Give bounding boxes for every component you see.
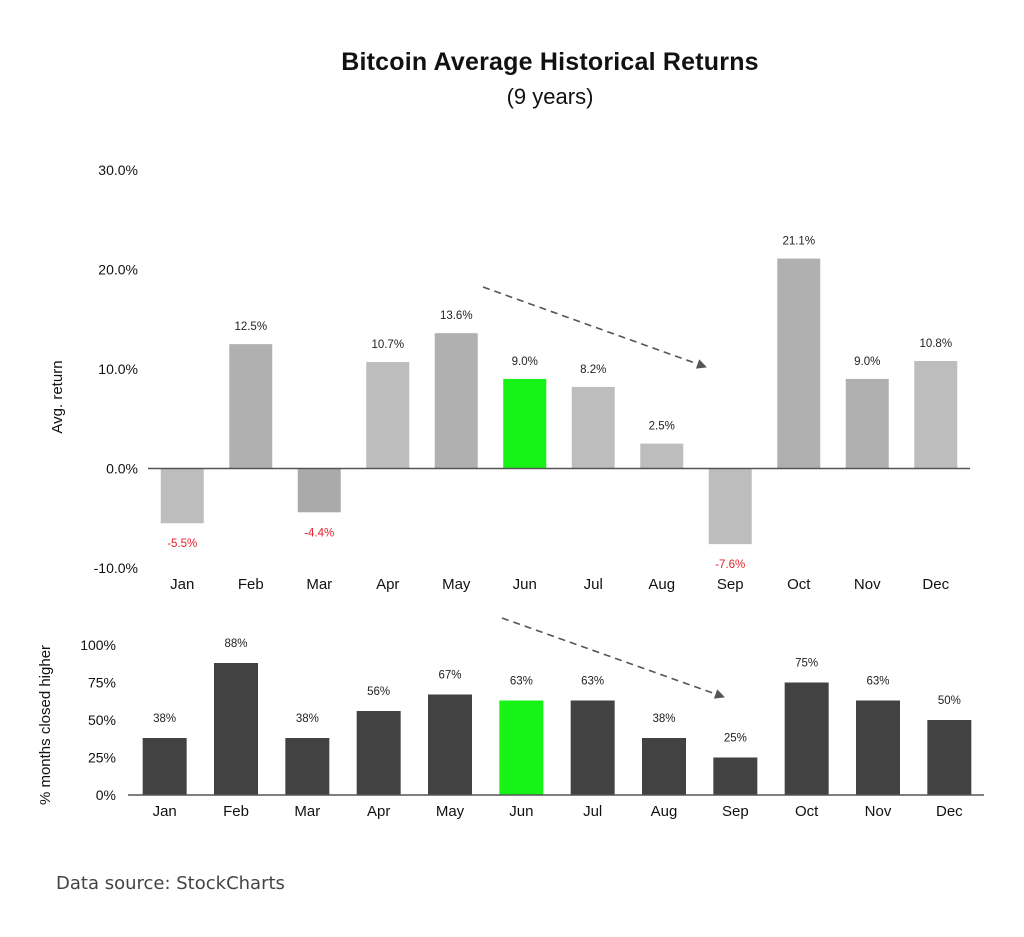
- bar-mar: [297, 468, 341, 513]
- data-label-dec: 50%: [938, 695, 961, 707]
- x-tick-label-aug: Aug: [648, 576, 675, 593]
- data-label-aug: 2.5%: [649, 421, 675, 433]
- data-label-aug: 38%: [652, 713, 675, 725]
- x-tick-label-apr: Apr: [376, 576, 399, 593]
- trend-arrow-top: [482, 286, 707, 369]
- bar-jul: [570, 700, 615, 795]
- x-tick-label-sep: Sep: [717, 576, 744, 593]
- ytick-label-0-0: 0.0%: [106, 461, 138, 477]
- x-tick-label-nov: Nov: [854, 576, 881, 593]
- ytick-label-10-0: 10.0%: [98, 361, 138, 377]
- data-label-jul: 8.2%: [580, 364, 606, 376]
- x-tick-label-oct: Oct: [787, 576, 811, 593]
- bar-apr: [356, 711, 401, 795]
- bar-feb: [214, 663, 258, 795]
- x-tick-label-feb: Feb: [238, 576, 264, 593]
- ytick-label-0: 0%: [96, 787, 116, 803]
- x-tick-label-jul: Jul: [584, 576, 603, 593]
- data-label-feb: 12.5%: [234, 321, 267, 333]
- data-label-jun: 63%: [510, 676, 533, 688]
- data-label-dec: 10.8%: [919, 338, 952, 350]
- x-tick-label-sep: Sep: [722, 803, 749, 820]
- x-tick-label-dec: Dec: [936, 803, 963, 820]
- x-tick-label-apr: Apr: [367, 803, 390, 820]
- ytick-label-100: 100%: [80, 637, 116, 653]
- x-tick-label-may: May: [436, 803, 465, 820]
- data-label-oct: 75%: [795, 658, 818, 670]
- bar-dec: [927, 720, 972, 795]
- ytick-label-50: 50%: [88, 712, 116, 728]
- trend-arrow-bottom: [501, 617, 725, 699]
- x-tick-label-may: May: [442, 576, 471, 593]
- data-label-feb: 88%: [224, 638, 247, 650]
- y-axis-label: Avg. return: [49, 360, 66, 433]
- ytick-label-10-0: -10.0%: [94, 560, 138, 576]
- data-label-jun: 9.0%: [512, 356, 538, 368]
- ytick-label-75: 75%: [88, 675, 116, 691]
- bar-feb: [229, 344, 273, 469]
- data-label-apr: 10.7%: [371, 339, 404, 351]
- bar-jan: [142, 738, 187, 795]
- x-tick-label-aug: Aug: [651, 803, 678, 820]
- bar-sep: [713, 757, 758, 795]
- chart-title: Bitcoin Average Historical Returns: [341, 48, 759, 76]
- x-tick-label-oct: Oct: [795, 803, 819, 820]
- bar-may: [434, 333, 478, 469]
- x-tick-label-nov: Nov: [865, 803, 892, 820]
- data-label-oct: 21.1%: [782, 236, 815, 248]
- bar-nov: [845, 378, 889, 469]
- avg-return-chart: -10.0% 0.0% 10.0% 20.0% 30.0% Avg. return -5.5…: [49, 162, 970, 593]
- ytick-label-20-0: 20.0%: [98, 262, 138, 278]
- bar-apr: [366, 362, 410, 469]
- bar-jun: [499, 700, 544, 795]
- bar-jul: [571, 386, 615, 469]
- bar-mar: [285, 738, 330, 795]
- x-tick-label-dec: Dec: [922, 576, 949, 593]
- data-label-mar: 38%: [296, 713, 319, 725]
- data-label-nov: 63%: [866, 676, 889, 688]
- x-tick-label-jan: Jan: [170, 576, 194, 593]
- bar-oct: [777, 258, 821, 469]
- data-label-may: 13.6%: [440, 310, 473, 322]
- bar-sep: [708, 468, 752, 545]
- bar-jun: [503, 378, 547, 469]
- bar-nov: [856, 700, 900, 795]
- data-label-jan: 38%: [153, 713, 176, 725]
- bar-jan: [160, 468, 204, 524]
- data-label-jul: 63%: [581, 676, 604, 688]
- data-label-sep: -7.6%: [715, 559, 745, 571]
- bar-oct: [784, 682, 829, 795]
- data-label-sep: 25%: [724, 733, 747, 745]
- data-source: Data source: StockCharts: [56, 873, 285, 894]
- bar-aug: [640, 443, 684, 469]
- data-label-mar: -4.4%: [304, 527, 334, 539]
- y-axis-label: % months closed higher: [37, 645, 54, 805]
- ytick-label-30-0: 30.0%: [98, 162, 138, 178]
- x-tick-label-mar: Mar: [294, 803, 320, 820]
- chart-subtitle: (9 years): [506, 84, 594, 109]
- bar-dec: [914, 361, 958, 469]
- x-tick-label-jun: Jun: [513, 576, 537, 593]
- x-tick-label-feb: Feb: [223, 803, 249, 820]
- bar-may: [428, 694, 472, 795]
- ytick-label-25: 25%: [88, 750, 116, 766]
- data-label-nov: 9.0%: [854, 356, 880, 368]
- x-tick-label-jul: Jul: [583, 803, 602, 820]
- bar-aug: [642, 738, 686, 795]
- data-label-jan: -5.5%: [167, 538, 197, 550]
- x-tick-label-jan: Jan: [153, 803, 177, 820]
- data-label-may: 67%: [438, 670, 461, 682]
- x-tick-label-mar: Mar: [306, 576, 332, 593]
- data-label-apr: 56%: [367, 686, 390, 698]
- x-tick-label-jun: Jun: [509, 803, 533, 820]
